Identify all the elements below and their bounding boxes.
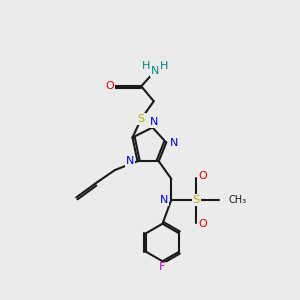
Text: H: H — [160, 61, 168, 71]
Text: H: H — [142, 61, 150, 71]
Text: O: O — [106, 81, 114, 91]
Text: N: N — [150, 117, 158, 127]
Text: O: O — [198, 171, 207, 181]
Text: F: F — [159, 262, 166, 272]
Text: S: S — [138, 114, 145, 124]
Text: O: O — [198, 219, 207, 229]
Text: CH₃: CH₃ — [229, 195, 247, 205]
Text: N: N — [160, 195, 168, 205]
Text: N: N — [169, 137, 178, 148]
Text: S: S — [193, 195, 200, 205]
Text: N: N — [151, 66, 159, 76]
Text: N: N — [126, 156, 134, 166]
